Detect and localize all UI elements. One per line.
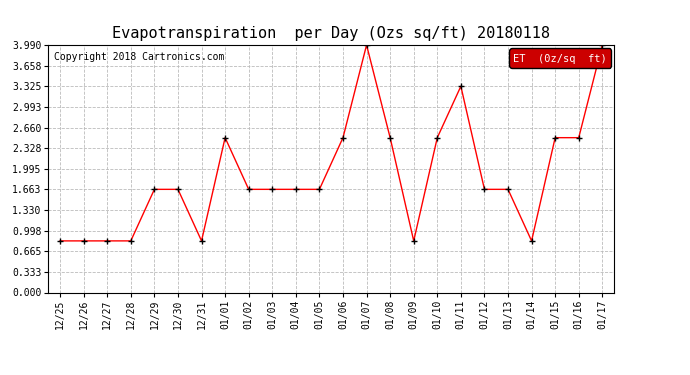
- Text: Evapotranspiration  per Day (Ozs sq/ft) 20180118: Evapotranspiration per Day (Ozs sq/ft) 2…: [112, 26, 550, 41]
- Legend: ET  (0z/sq  ft): ET (0z/sq ft): [509, 48, 611, 68]
- Text: Copyright 2018 Cartronics.com: Copyright 2018 Cartronics.com: [54, 53, 224, 62]
